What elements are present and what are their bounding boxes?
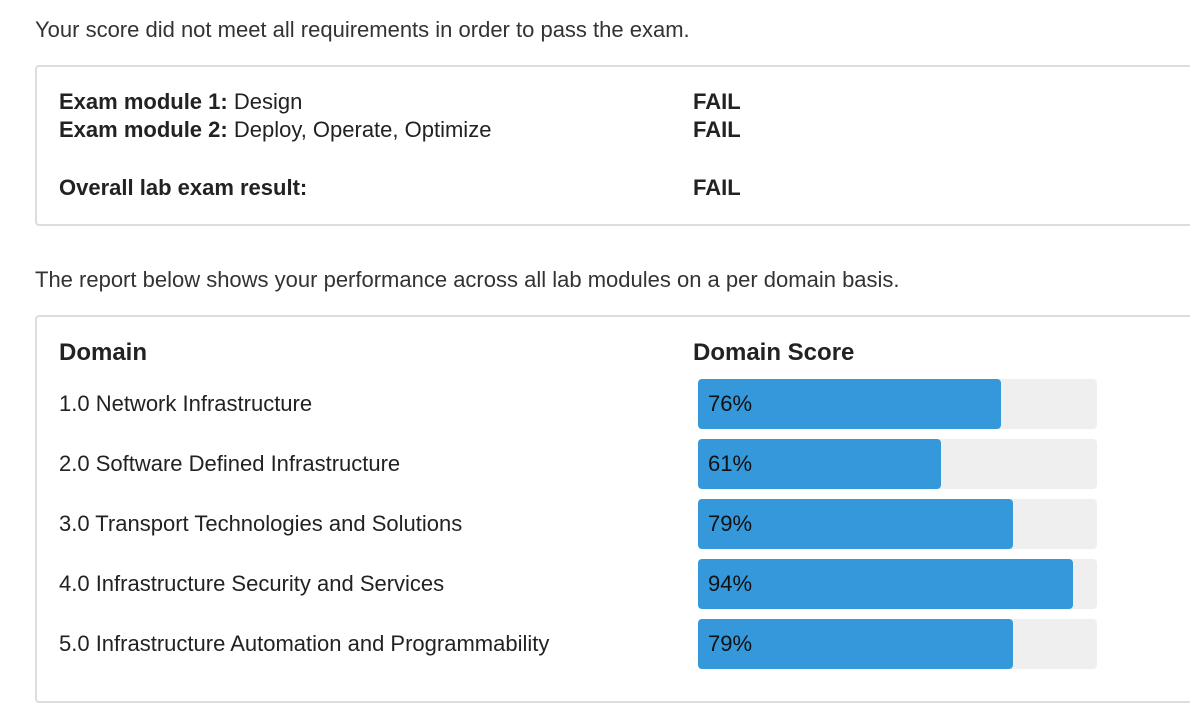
module-name: Deploy, Operate, Optimize [233, 117, 492, 142]
column-header: Domain Score [693, 339, 855, 366]
score-bar [698, 379, 1002, 429]
module-label: Exam module 1: [59, 89, 228, 114]
score-track: 79% [698, 619, 1097, 669]
report-intro: The report below shows your performance … [35, 267, 900, 292]
overall-label: Overall lab exam result: [59, 175, 308, 200]
score-track: 61% [698, 439, 1097, 489]
module-result: FAIL [693, 89, 741, 114]
score-track: 79% [698, 499, 1097, 549]
score-bar [698, 499, 1014, 549]
score-label: 79% [708, 511, 753, 536]
domain-name: 5.0 Infrastructure Automation and Progra… [59, 631, 550, 656]
module-row: Exam module 1: Design [59, 89, 302, 115]
score-bar [698, 559, 1074, 609]
domain-name: 4.0 Infrastructure Security and Services [59, 571, 445, 596]
module-result: FAIL [693, 117, 741, 142]
module-row: Exam module 2: Deploy, Operate, Optimize [59, 117, 491, 143]
result-panel [35, 65, 1190, 226]
score-label: 61% [708, 451, 753, 476]
domain-panel [35, 315, 1190, 703]
overall-result: FAIL [693, 175, 741, 200]
domain-name: 1.0 Network Infrastructure [59, 391, 313, 416]
column-header: Domain [59, 339, 148, 366]
score-bar [698, 619, 1014, 669]
score-label: 76% [708, 391, 753, 416]
intro-text: Your score did not meet all requirements… [35, 17, 690, 42]
domain-name: 3.0 Transport Technologies and Solutions [59, 511, 463, 536]
score-label: 94% [708, 571, 753, 596]
module-name: Design [233, 89, 303, 114]
domain-name: 2.0 Software Defined Infrastructure [59, 451, 401, 476]
score-track: 94% [698, 559, 1097, 609]
module-label: Exam module 2: [59, 117, 228, 142]
score-label: 79% [708, 631, 753, 656]
score-track: 76% [698, 379, 1097, 429]
score-bar [698, 439, 942, 489]
